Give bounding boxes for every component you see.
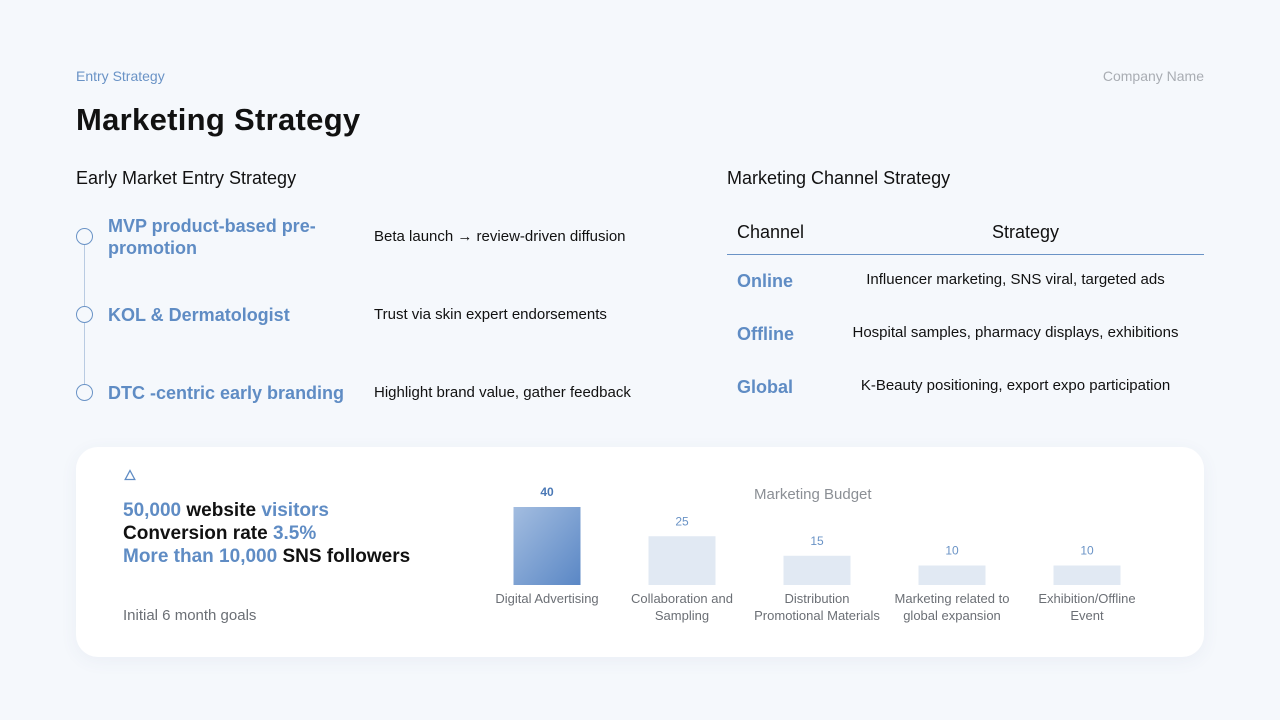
timeline-desc: Highlight brand value, gather feedback xyxy=(374,384,631,401)
strategy-cell: K-Beauty positioning, export expo partic… xyxy=(860,377,1171,394)
bar xyxy=(513,507,581,585)
column-header-channel: Channel xyxy=(737,222,805,242)
table-row: Online Influencer marketing, SNS viral, … xyxy=(727,255,1204,308)
category-label: Collaboration and Sampling xyxy=(631,591,733,623)
goal-visitors-end: visitors xyxy=(261,500,329,521)
strategy-cell: Hospital samples, pharmacy displays, exh… xyxy=(852,324,1179,341)
timeline-item: DTC -centric early branding Highlight br… xyxy=(76,371,676,415)
goal-conversion: Conversion rate 3.5% xyxy=(123,522,410,545)
table-header: Channel Strategy xyxy=(727,212,1204,255)
channel-cell: Online xyxy=(737,271,794,291)
goals-budget-card: 50,000 website visitors Conversion rate … xyxy=(76,447,1204,657)
timeline-desc: Beta launch → review-driven diffusion xyxy=(374,228,626,245)
bar-value-label: 10 xyxy=(1080,544,1094,558)
early-entry-heading: Early Market Entry Strategy xyxy=(76,168,297,188)
bar xyxy=(918,565,986,585)
chart-title: Marketing Budget xyxy=(754,486,872,503)
goal-visitors-value: 50,000 xyxy=(123,500,182,521)
strategy-cell: Influencer marketing, SNS viral, targete… xyxy=(866,271,1165,288)
bar xyxy=(783,555,851,585)
timeline-dot xyxy=(76,306,93,323)
goals-text: 50,000 website visitors Conversion rate … xyxy=(123,499,410,568)
timeline-dot xyxy=(76,228,93,245)
timeline-title: KOL & Dermatologist xyxy=(108,305,290,325)
bar-value-label: 25 xyxy=(675,514,689,528)
bar-value-label: 15 xyxy=(810,534,824,548)
timeline-title: MVP product-based pre-promotion xyxy=(108,216,316,258)
channel-table: Channel Strategy Online Influencer marke… xyxy=(727,212,1204,414)
goal-conversion-value: 3.5% xyxy=(272,523,317,544)
category-label: Exhibition/Offline Event xyxy=(1038,591,1135,623)
category-label: Marketing related to global expansion xyxy=(895,591,1010,623)
category-label: Distribution Promotional Materials xyxy=(754,591,880,623)
category-label: Digital Advertising xyxy=(495,591,598,606)
goals-caption: Initial 6 month goals xyxy=(123,607,257,624)
channel-cell: Offline xyxy=(737,324,794,344)
bar xyxy=(1053,565,1121,585)
timeline-item: MVP product-based pre-promotion Beta lau… xyxy=(76,215,676,259)
goal-sns: More than 10,000 SNS followers xyxy=(123,545,410,568)
goal-conversion-label: Conversion rate xyxy=(123,523,273,544)
bar xyxy=(648,536,716,585)
triangle-icon xyxy=(124,469,136,481)
timeline-desc: Trust via skin expert endorsements xyxy=(374,306,607,323)
goal-visitors-mid: website xyxy=(181,500,262,521)
channel-cell: Global xyxy=(737,377,794,397)
goal-sns-label: SNS followers xyxy=(277,546,411,567)
goal-visitors: 50,000 website visitors xyxy=(123,499,410,522)
timeline-item: KOL & Dermatologist Trust via skin exper… xyxy=(76,293,676,337)
table-row: Global K-Beauty positioning, export expo… xyxy=(727,361,1204,414)
section-label: Entry Strategy xyxy=(76,68,165,84)
budget-bar-chart: 40 Digital Advertising 25 Collaboration and… xyxy=(495,485,1135,623)
bar-value-label: 10 xyxy=(945,544,959,558)
page-title: Marketing Strategy xyxy=(76,102,361,137)
timeline-title: DTC -centric early branding xyxy=(108,383,345,403)
channel-strategy-heading: Marketing Channel Strategy xyxy=(727,168,951,188)
table-row: Offline Hospital samples, pharmacy displ… xyxy=(727,308,1204,361)
goal-sns-value: More than 10,000 xyxy=(123,546,278,567)
timeline-dot xyxy=(76,384,93,401)
bar-value-label: 40 xyxy=(540,485,554,499)
column-header-strategy: Strategy xyxy=(991,222,1060,242)
company-name: Company Name xyxy=(1102,68,1204,84)
